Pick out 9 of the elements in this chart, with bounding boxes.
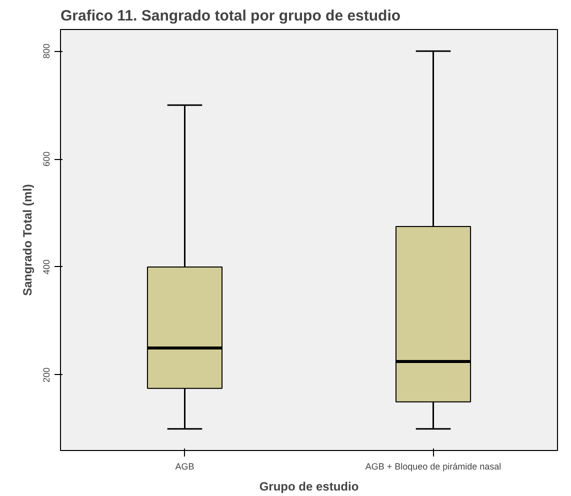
x-tick-label: AGB + Bloqueo de pirámide nasal [365, 462, 502, 472]
x-axis-title: Grupo de estudio [259, 480, 359, 494]
chart-title: Grafico 11. Sangrado total por grupo de estudio [60, 8, 401, 24]
y-axis-title: Sangrado Total (ml) [20, 184, 34, 296]
y-tick-label: 200 [42, 367, 52, 382]
y-tick-label: 400 [42, 259, 52, 274]
y-tick-label: 600 [42, 152, 52, 167]
x-tick-label: AGB [175, 462, 194, 472]
y-tick-label: 800 [42, 44, 52, 59]
